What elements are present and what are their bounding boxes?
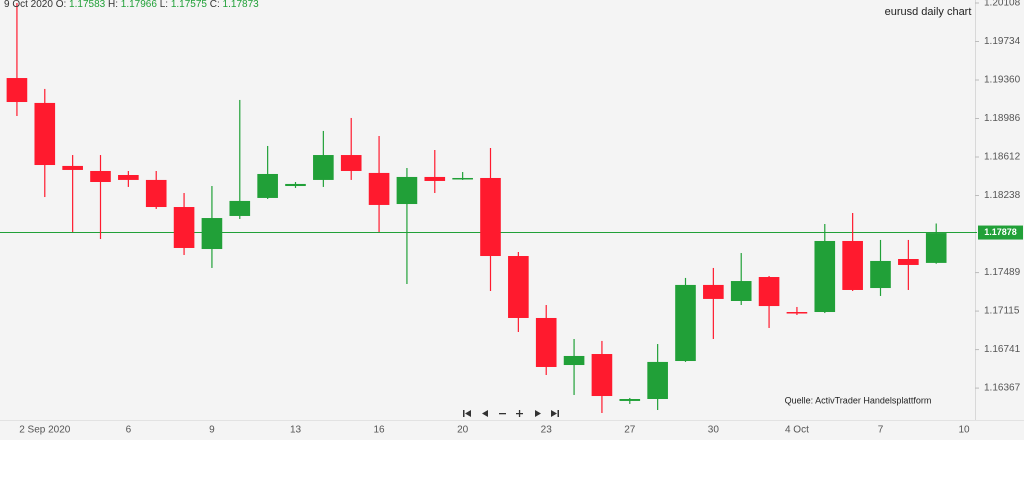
candle-body (730, 281, 752, 301)
y-tick-label: 1.16367 (984, 383, 1021, 394)
candle-body (285, 183, 306, 187)
candle-body (90, 170, 111, 182)
plot-background (0, 0, 1024, 440)
candle-body (508, 256, 529, 318)
candle-body (340, 155, 362, 171)
x-tick-label: 23 (541, 425, 553, 436)
zoom-out[interactable] (499, 413, 506, 415)
legend-field-value: 1.17873 (223, 0, 260, 10)
source-note: Quelle: ActivTrader Handelsplattform (785, 395, 932, 405)
candle-body (424, 176, 446, 181)
plot: 1.20108 1.19734 1.19360 1.18986 1.18612 1.182… (0, 0, 1023, 436)
legend-field-label: L: (160, 0, 168, 10)
candle-body (786, 312, 808, 314)
y-tick-label: 1.18986 (984, 113, 1021, 124)
legend-date: 9 Oct 2020 (4, 0, 53, 10)
candle-body (368, 172, 390, 205)
x-tick-label: 2 Sep 2020 (19, 425, 71, 436)
x-tick-label: 7 (878, 425, 884, 436)
legend-field-label: C: (210, 0, 220, 10)
ohlc-legend: 9 Oct 2020 O: 1.17583 H: 1.17966 L: 1.17… (4, 0, 259, 10)
candle-body (201, 218, 223, 250)
legend-field-value: 1.17575 (171, 0, 208, 10)
x-tick-label: 13 (290, 425, 302, 436)
zoom-in[interactable] (516, 410, 523, 417)
y-tick-label: 1.19360 (984, 75, 1021, 86)
candle-body (619, 399, 641, 401)
candle-body (6, 78, 28, 103)
y-tick-label: 1.20108 (984, 0, 1021, 9)
candle-body (898, 259, 919, 265)
legend-field-label: O: (56, 0, 67, 10)
last-price-label: 1.17878 (984, 227, 1017, 237)
legend-field-value: 1.17966 (121, 0, 158, 10)
candle-body (34, 102, 56, 166)
legend-field-value: 1.17583 (69, 0, 106, 10)
candle-body (229, 200, 251, 216)
candle-body (675, 284, 696, 362)
candle-body (870, 260, 891, 289)
candle-body (452, 177, 473, 180)
candle-body (396, 176, 418, 205)
go-first[interactable] (463, 410, 471, 417)
candle-body (145, 179, 167, 208)
last-price-badge (978, 225, 1023, 240)
x-tick-label: 10 (959, 425, 971, 436)
candle-body (535, 317, 557, 367)
candle-body (62, 165, 83, 170)
x-tick-label: 20 (457, 425, 469, 436)
y-tick-label: 1.17115 (984, 306, 1020, 317)
x-tick-label: 4 Oct (785, 425, 809, 436)
y-tick-label: 1.19734 (984, 36, 1021, 47)
x-tick-label: 6 (126, 425, 132, 436)
candle-body (257, 173, 278, 198)
candle-body (173, 207, 195, 248)
x-tick-label: 27 (624, 425, 636, 436)
y-tick-label: 1.17489 (984, 267, 1021, 278)
y-tick-label: 1.16741 (984, 344, 1021, 355)
candle-body (647, 361, 668, 399)
candle-body (591, 354, 613, 397)
candle-body (814, 240, 836, 313)
y-tick-label: 1.18612 (984, 152, 1021, 163)
legend-field-label: H: (108, 0, 118, 10)
y-tick-label: 1.18238 (984, 190, 1021, 201)
candle-body (703, 284, 724, 299)
candle-body (842, 240, 863, 290)
navigation-controls (463, 410, 559, 417)
scroll-right[interactable] (535, 410, 541, 417)
candle-body (480, 177, 501, 257)
candle-body (758, 277, 780, 307)
x-tick-label: 16 (374, 425, 386, 436)
x-tick-label: 30 (708, 425, 720, 436)
x-tick-label: 9 (209, 425, 215, 436)
go-last[interactable] (551, 410, 559, 417)
candle-body (313, 155, 334, 180)
candle-body (118, 175, 139, 180)
scroll-left[interactable] (482, 410, 488, 417)
candle-body (563, 355, 585, 366)
chart-title: eurusd daily chart (885, 6, 972, 18)
candle-body (925, 233, 947, 263)
